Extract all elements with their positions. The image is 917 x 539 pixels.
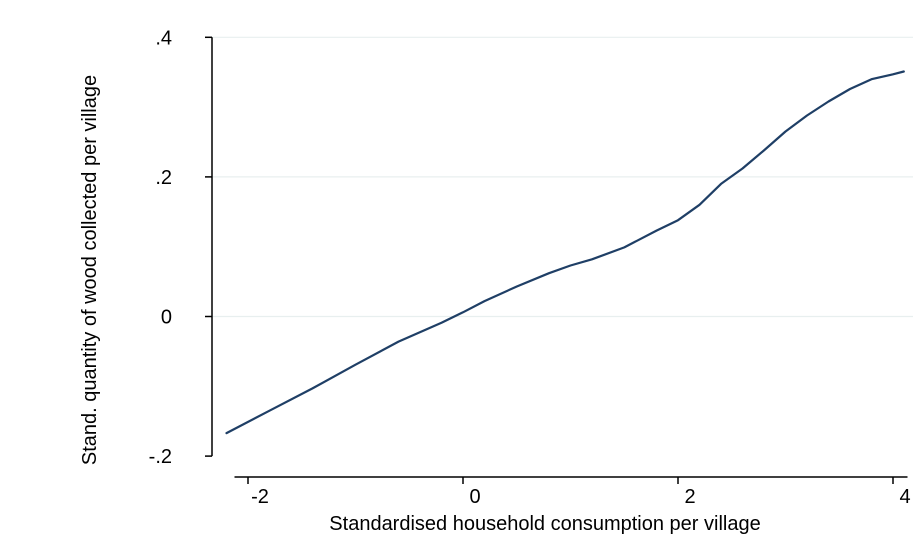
tick-labels: -.2 0 .2 .4 -2 0 2 4 [149,27,911,508]
y-tick-label: 0 [161,307,172,329]
y-tick-label: .2 [155,167,172,189]
axes [205,36,908,484]
series [225,70,905,435]
x-tick-label: 4 [899,486,910,508]
y-tick-label: .4 [155,27,172,49]
x-axis-title: Standardised household consumption per v… [329,513,760,535]
y-tick-label: -.2 [149,446,172,468]
series-line [225,70,905,435]
x-tick-label: 0 [469,486,480,508]
y-axis-title: Stand. quantity of wood collected per vi… [79,75,101,465]
x-tick-label: 2 [684,486,695,508]
gridlines [212,36,913,318]
x-tick-label: -2 [251,486,269,508]
